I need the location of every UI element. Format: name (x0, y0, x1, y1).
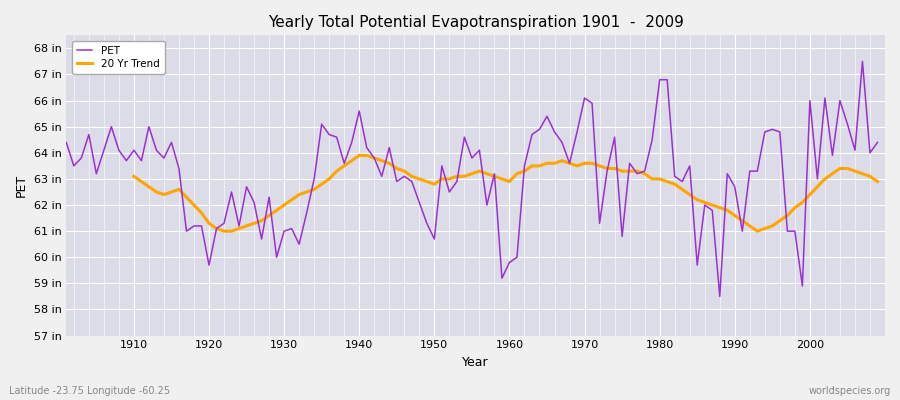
20 Yr Trend (526, 164, 537, 168)
PET (331, 135, 342, 140)
PET (594, 221, 605, 226)
PET (857, 59, 868, 64)
PET (497, 276, 508, 280)
20 Yr Trend (354, 153, 364, 158)
PET (61, 140, 72, 145)
PET (872, 140, 883, 145)
PET (286, 226, 297, 231)
20 Yr Trend (587, 161, 598, 166)
PET (121, 158, 131, 163)
20 Yr Trend (827, 171, 838, 176)
20 Yr Trend (309, 187, 320, 192)
20 Yr Trend (279, 203, 290, 208)
Y-axis label: PET: PET (15, 174, 28, 197)
Line: 20 Yr Trend: 20 Yr Trend (134, 156, 878, 231)
20 Yr Trend (872, 179, 883, 184)
20 Yr Trend (850, 169, 860, 174)
Title: Yearly Total Potential Evapotranspiration 1901  -  2009: Yearly Total Potential Evapotranspiratio… (267, 15, 684, 30)
20 Yr Trend (129, 174, 140, 179)
20 Yr Trend (219, 229, 230, 234)
PET (504, 260, 515, 265)
Text: Latitude -23.75 Longitude -60.25: Latitude -23.75 Longitude -60.25 (9, 386, 170, 396)
Line: PET: PET (67, 62, 878, 296)
X-axis label: Year: Year (463, 356, 489, 369)
Text: worldspecies.org: worldspecies.org (809, 386, 891, 396)
PET (715, 294, 725, 299)
Legend: PET, 20 Yr Trend: PET, 20 Yr Trend (71, 40, 165, 74)
